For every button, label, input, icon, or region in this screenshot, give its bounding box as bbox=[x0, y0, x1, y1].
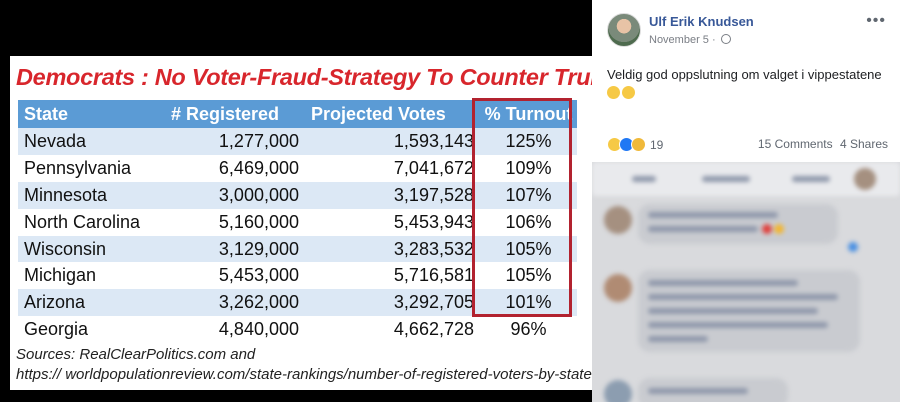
table-row: Pennsylvania 6,469,000 7,041,672 109% bbox=[18, 154, 577, 182]
cell-projected: 1,593,143 bbox=[305, 128, 480, 155]
cell-projected: 3,197,528 bbox=[305, 181, 480, 209]
wow-reaction-icon bbox=[631, 137, 646, 152]
comment-emoji-blurred bbox=[774, 224, 784, 234]
cell-turnout: 105% bbox=[480, 235, 577, 263]
author-avatar[interactable] bbox=[607, 13, 641, 47]
sources-line-2: https:// worldpopulationreview.com/state… bbox=[16, 366, 592, 383]
emoji-laughing-icon bbox=[622, 86, 635, 99]
emoji-smile-icon bbox=[607, 86, 620, 99]
cell-state: Michigan bbox=[18, 262, 165, 290]
comment-line-blurred bbox=[648, 388, 748, 394]
cell-registered: 6,469,000 bbox=[165, 154, 305, 182]
cell-turnout: 107% bbox=[480, 181, 577, 209]
comment-bubble-1 bbox=[638, 204, 838, 244]
more-options-icon[interactable]: ••• bbox=[866, 12, 886, 29]
cell-projected: 3,292,705 bbox=[305, 289, 480, 317]
comment-line-blurred bbox=[648, 212, 778, 218]
facebook-post: Ulf Erik Knudsen November 5 · ••• Veldig… bbox=[592, 0, 900, 162]
cell-registered: 5,453,000 bbox=[165, 262, 305, 290]
cell-state: Georgia bbox=[18, 316, 165, 344]
cell-registered: 5,160,000 bbox=[165, 208, 305, 236]
post-text: Veldig god oppslutning om valget i vippe… bbox=[607, 66, 892, 102]
table-header-row: State # Registered Projected Votes % Tur… bbox=[18, 100, 577, 128]
comment-action-blurred bbox=[702, 176, 750, 182]
header-state: State bbox=[18, 100, 165, 128]
post-date-text[interactable]: November 5 · bbox=[649, 34, 716, 46]
cell-turnout: 96% bbox=[480, 316, 577, 344]
cell-registered: 3,262,000 bbox=[165, 289, 305, 317]
cell-registered: 1,277,000 bbox=[165, 128, 305, 155]
like-action-blurred bbox=[632, 176, 656, 182]
cell-state: Minnesota bbox=[18, 181, 165, 209]
cell-state: Nevada bbox=[18, 128, 165, 155]
blurred-comments-section bbox=[592, 162, 900, 402]
comment-line-blurred bbox=[648, 294, 838, 300]
author-name[interactable]: Ulf Erik Knudsen bbox=[649, 14, 754, 29]
cell-state: Arizona bbox=[18, 289, 165, 317]
cell-turnout: 105% bbox=[480, 262, 577, 290]
cell-projected: 3,283,532 bbox=[305, 235, 480, 263]
table-row: Georgia 4,840,000 4,662,728 96% bbox=[18, 316, 577, 344]
shares-count[interactable]: 4 Shares bbox=[839, 137, 888, 151]
comment-line-blurred bbox=[648, 280, 798, 286]
cell-state: Pennsylvania bbox=[18, 154, 165, 182]
header-turnout: % Turnout bbox=[480, 100, 577, 128]
turnout-table: State # Registered Projected Votes % Tur… bbox=[18, 100, 577, 344]
post-body: Veldig god oppslutning om valget i vippe… bbox=[607, 67, 882, 82]
comment-line-blurred bbox=[648, 322, 828, 328]
cell-turnout: 109% bbox=[480, 154, 577, 182]
commenter-avatar-2 bbox=[604, 274, 632, 302]
cell-projected: 7,041,672 bbox=[305, 154, 480, 182]
table-row: Minnesota 3,000,000 3,197,528 107% bbox=[18, 181, 577, 209]
comments-count[interactable]: 15 Comments bbox=[757, 137, 833, 151]
cell-projected: 4,662,728 bbox=[305, 316, 480, 344]
table-row: North Carolina 5,160,000 5,453,943 106% bbox=[18, 208, 577, 236]
shared-image[interactable]: Democrats : No Voter-Fraud-Strategy To C… bbox=[10, 56, 592, 390]
cell-state: North Carolina bbox=[18, 208, 165, 236]
comment-line-blurred bbox=[648, 226, 758, 232]
commenter-avatar-1 bbox=[604, 206, 632, 234]
comment-line-blurred bbox=[648, 336, 708, 342]
cell-registered: 3,129,000 bbox=[165, 235, 305, 263]
blurred-comments-content bbox=[592, 162, 900, 402]
commenter-avatar-3 bbox=[604, 380, 632, 402]
comment-like-badge-blurred bbox=[848, 242, 858, 252]
table-row: Nevada 1,277,000 1,593,143 125% bbox=[18, 128, 577, 155]
cell-state: Wisconsin bbox=[18, 235, 165, 263]
cell-registered: 3,000,000 bbox=[165, 181, 305, 209]
post-date[interactable]: November 5 · bbox=[649, 34, 731, 46]
cell-turnout: 101% bbox=[480, 289, 577, 317]
reaction-count[interactable]: 19 bbox=[650, 137, 664, 152]
header-registered: # Registered bbox=[165, 100, 305, 128]
share-action-blurred bbox=[792, 176, 830, 182]
cell-registered: 4,840,000 bbox=[165, 316, 305, 344]
cell-projected: 5,453,943 bbox=[305, 208, 480, 236]
comment-line-blurred bbox=[648, 308, 818, 314]
globe-icon bbox=[720, 34, 731, 44]
image-title: Democrats : No Voter-Fraud-Strategy To C… bbox=[16, 64, 592, 90]
sources-line-1: Sources: RealClearPolitics.com and bbox=[16, 346, 256, 363]
header-projected: Projected Votes bbox=[305, 100, 480, 128]
cell-turnout: 106% bbox=[480, 208, 577, 236]
table-row: Wisconsin 3,129,000 3,283,532 105% bbox=[18, 235, 577, 263]
cell-turnout: 125% bbox=[480, 128, 577, 155]
reactor-avatar-blurred bbox=[854, 168, 876, 190]
sources-text: Sources: RealClearPolitics.com and https… bbox=[16, 345, 592, 385]
table-row: Arizona 3,262,000 3,292,705 101% bbox=[18, 289, 577, 317]
reactions-summary[interactable]: 19 bbox=[607, 137, 663, 152]
post-stats: 15 Comments 4 Shares bbox=[758, 137, 888, 151]
cell-projected: 5,716,581 bbox=[305, 262, 480, 290]
table-row: Michigan 5,453,000 5,716,581 105% bbox=[18, 262, 577, 290]
comment-emoji-blurred bbox=[762, 224, 772, 234]
